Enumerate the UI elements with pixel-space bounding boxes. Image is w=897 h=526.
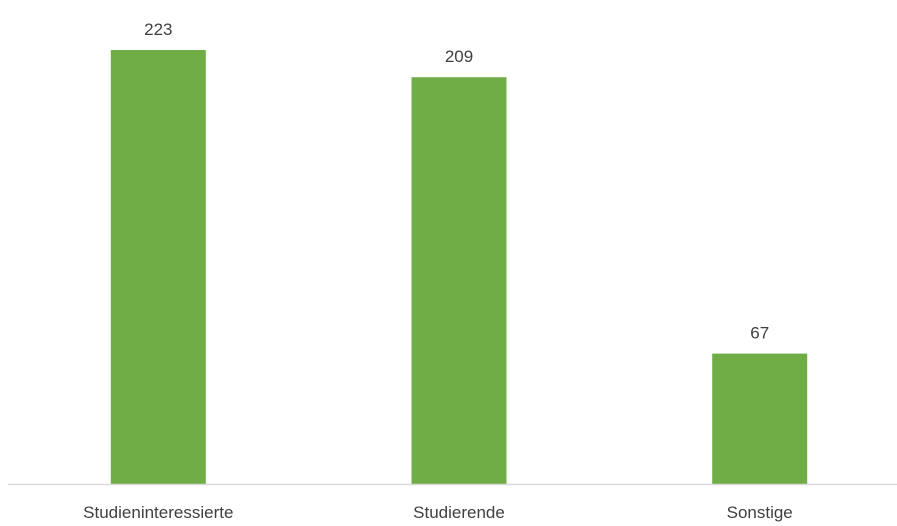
bar-studieninteressierte xyxy=(110,50,206,484)
category-labels-group: Studieninteressierte Studierende Sonstige xyxy=(83,503,793,522)
data-label-studieninteressierte: 223 xyxy=(144,20,172,39)
data-label-studierende: 209 xyxy=(445,47,473,66)
data-label-sonstige: 67 xyxy=(750,324,769,343)
value-labels-group: 223 209 67 xyxy=(144,20,769,343)
category-label-studierende: Studierende xyxy=(413,503,505,522)
bar-studierende xyxy=(411,77,507,484)
category-label-studieninteressierte: Studieninteressierte xyxy=(83,503,233,522)
bar-sonstige xyxy=(712,353,808,484)
bars-group xyxy=(110,50,808,484)
category-label-sonstige: Sonstige xyxy=(727,503,793,522)
